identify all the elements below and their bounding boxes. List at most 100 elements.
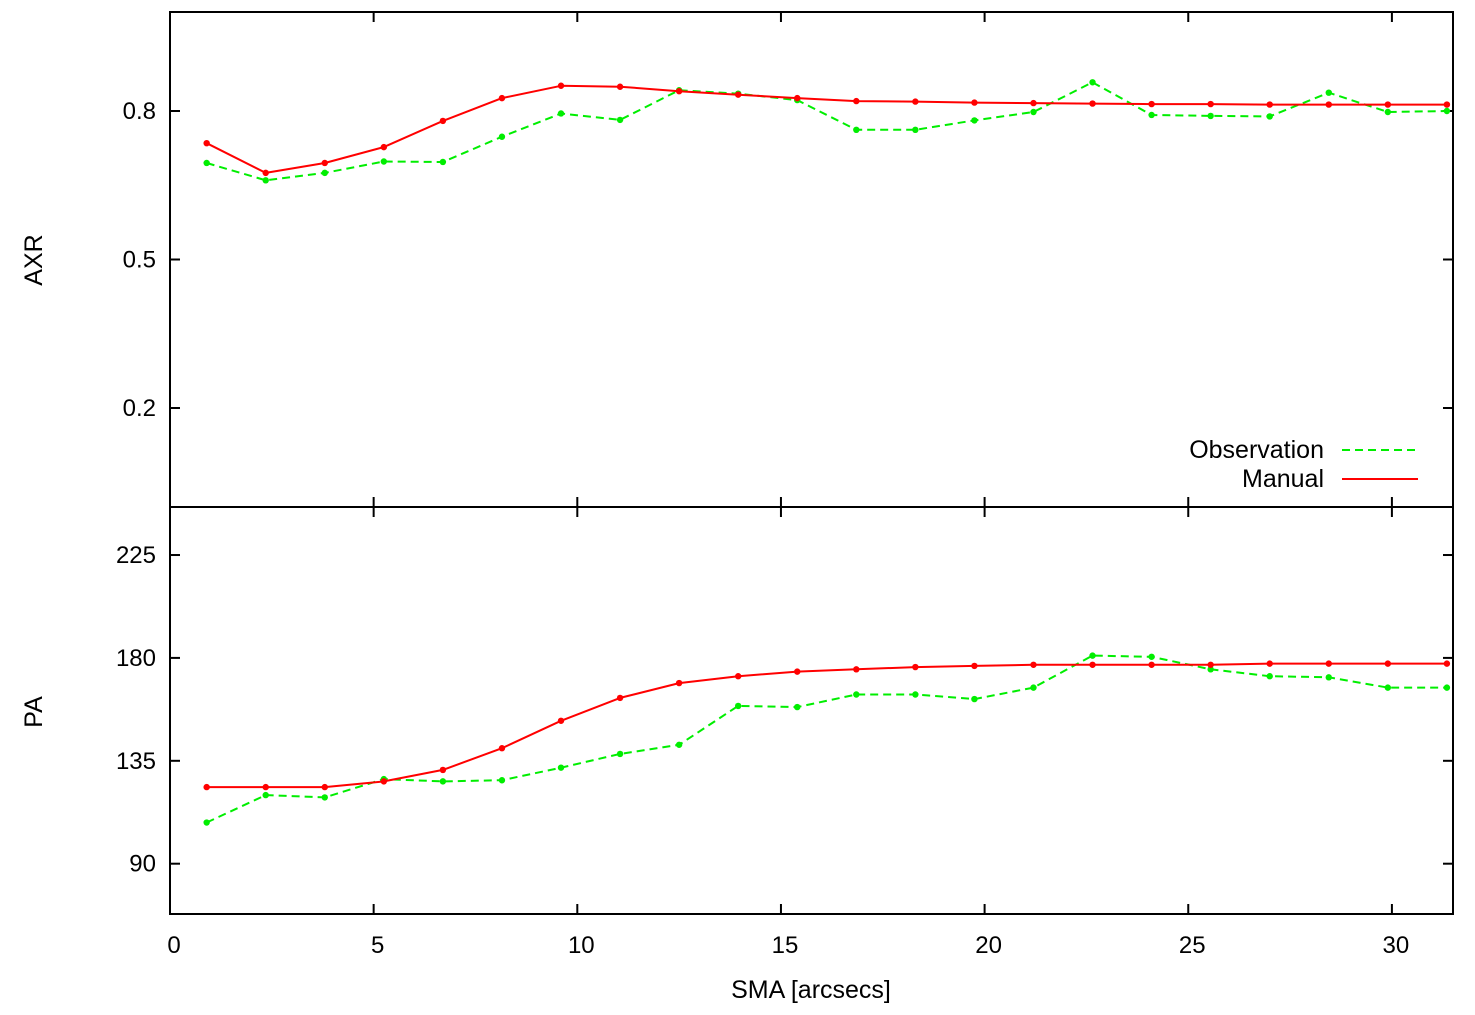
x-tick-label: 20 <box>975 932 1002 959</box>
pa-series-line-manual <box>206 662 1447 789</box>
axr-point-manual <box>912 98 919 105</box>
axr-point-manual <box>794 94 801 102</box>
pa-plot-frame <box>169 506 1454 915</box>
axr-series-line-observation <box>206 81 1447 182</box>
axr-point-observation <box>1325 89 1332 96</box>
axr-point-observation <box>1266 113 1273 120</box>
pa-point-observation <box>498 777 506 784</box>
axr-point-manual <box>498 94 506 102</box>
pa-point-manual <box>321 783 328 791</box>
pa-point-manual <box>1266 660 1273 667</box>
pa-point-manual <box>1030 661 1037 668</box>
axr-point-observation <box>616 116 624 124</box>
pa-point-manual <box>734 673 742 680</box>
x-tick-label: 5 <box>371 932 384 959</box>
axr-series-line-manual <box>206 84 1447 174</box>
x-ticks: 0 5 10 15 20 25 30 <box>167 12 1409 959</box>
pa-y-tick-label: 225 <box>116 542 156 569</box>
axr-point-observation <box>203 159 210 167</box>
pa-point-observation <box>912 691 919 698</box>
pa-point-observation <box>1384 684 1392 691</box>
pa-series-line-observation <box>206 654 1447 824</box>
pa-series-group <box>203 652 1451 826</box>
pa-point-manual <box>1443 660 1451 667</box>
axr-point-observation <box>498 133 506 140</box>
pa-point-observation <box>1089 652 1096 659</box>
pa-point-observation <box>794 703 801 711</box>
pa-point-manual <box>1148 661 1155 668</box>
axr-point-manual <box>1325 101 1332 108</box>
pa-point-observation <box>675 741 683 748</box>
legend: Observation Manual <box>1189 436 1418 493</box>
axr-point-manual <box>971 99 978 106</box>
axr-point-manual <box>1148 100 1155 108</box>
pa-point-observation <box>203 819 210 826</box>
pa-point-observation <box>321 794 328 801</box>
axr-point-manual <box>1030 99 1037 107</box>
pa-point-observation <box>262 791 269 799</box>
pa-point-manual <box>675 679 683 687</box>
axr-y-ticks: 0.2 0.5 0.8 <box>123 98 1453 422</box>
pa-point-manual <box>1207 661 1214 668</box>
pa-y-axis-title: PA <box>20 696 48 728</box>
pa-point-manual <box>794 668 801 675</box>
x-axis-title: SMA [arcsecs] <box>731 976 891 1004</box>
axr-series-group <box>203 79 1451 184</box>
pa-point-manual <box>498 745 506 752</box>
axr-point-manual <box>1207 100 1214 108</box>
axr-point-manual <box>853 97 860 105</box>
x-tick-label: 0 <box>167 932 180 959</box>
pa-point-observation <box>1030 684 1037 691</box>
x-tick-label: 30 <box>1383 932 1410 959</box>
pa-point-manual <box>1325 660 1332 667</box>
axr-point-manual <box>321 159 328 167</box>
pa-point-observation <box>853 691 860 698</box>
axr-point-observation <box>971 117 978 124</box>
x-tick-label: 10 <box>568 932 595 959</box>
axr-point-manual <box>262 169 269 177</box>
axr-point-manual <box>439 117 447 125</box>
pa-point-observation <box>971 695 978 703</box>
axr-point-observation <box>1384 108 1392 116</box>
x-tick-label: 15 <box>772 932 799 959</box>
axr-plot-frame <box>169 11 1454 508</box>
axr-point-manual <box>675 88 683 95</box>
axr-y-tick-label: 0.8 <box>123 98 156 125</box>
x-tick-label: 25 <box>1179 932 1206 959</box>
legend-label-manual: Manual <box>1242 465 1324 493</box>
pa-point-manual <box>439 766 447 774</box>
pa-point-observation <box>1266 673 1273 680</box>
axr-point-observation <box>262 177 269 184</box>
pa-point-observation <box>734 702 742 710</box>
axr-point-manual <box>557 82 565 89</box>
pa-point-manual <box>557 717 565 724</box>
axr-point-observation <box>853 126 860 134</box>
pa-y-tick-label: 135 <box>116 748 156 775</box>
axr-point-observation <box>380 158 388 165</box>
axr-point-observation <box>912 126 919 134</box>
axr-point-observation <box>439 158 447 166</box>
pa-y-tick-label: 90 <box>129 851 156 878</box>
axr-point-observation <box>1148 111 1155 119</box>
axr-point-observation <box>1443 107 1451 115</box>
axr-point-manual <box>380 143 388 151</box>
pa-point-manual <box>971 662 978 670</box>
axr-point-manual <box>1384 101 1392 108</box>
axr-point-manual <box>203 139 210 147</box>
axr-point-manual <box>734 91 742 98</box>
pa-point-manual <box>616 694 624 702</box>
axr-point-observation <box>1207 112 1214 120</box>
pa-point-manual <box>853 666 860 673</box>
axr-y-tick-label: 0.5 <box>123 247 156 274</box>
axr-y-tick-label: 0.2 <box>123 395 156 422</box>
axr-point-observation <box>1089 79 1096 86</box>
pa-point-manual <box>912 663 919 671</box>
pa-point-manual <box>203 783 210 791</box>
pa-point-observation <box>1207 666 1214 673</box>
pa-point-manual <box>1384 660 1392 667</box>
pa-point-observation <box>439 778 447 785</box>
axr-point-manual <box>1089 100 1096 107</box>
axr-point-observation <box>321 169 328 177</box>
pa-point-observation <box>1443 684 1451 691</box>
pa-point-manual <box>380 778 388 785</box>
